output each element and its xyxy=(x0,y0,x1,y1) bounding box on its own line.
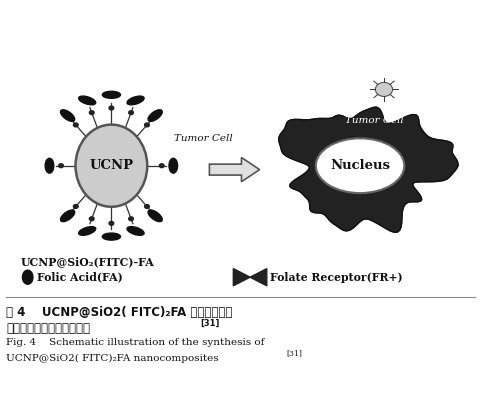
Text: Tumor Cell: Tumor Cell xyxy=(344,116,403,125)
Ellipse shape xyxy=(60,110,74,121)
Ellipse shape xyxy=(168,158,177,173)
Circle shape xyxy=(144,204,149,208)
Ellipse shape xyxy=(148,110,162,121)
Text: UCNP@SiO₂(FITC)-FA: UCNP@SiO₂(FITC)-FA xyxy=(21,256,154,267)
Polygon shape xyxy=(278,107,457,232)
Text: [31]: [31] xyxy=(199,318,219,327)
Circle shape xyxy=(129,217,133,221)
Text: Folic Acid(FA): Folic Acid(FA) xyxy=(37,272,123,283)
Text: Folate Receptor(FR+): Folate Receptor(FR+) xyxy=(270,272,402,283)
Ellipse shape xyxy=(127,96,144,105)
Ellipse shape xyxy=(79,96,96,105)
Polygon shape xyxy=(233,269,250,286)
Ellipse shape xyxy=(60,210,74,222)
Circle shape xyxy=(73,123,78,127)
Text: Tumor Cell: Tumor Cell xyxy=(173,134,232,143)
Circle shape xyxy=(59,164,63,167)
Circle shape xyxy=(374,82,392,97)
Text: 图 4    UCNP@SiO2( FITC)₂FA 结构及其在癌: 图 4 UCNP@SiO2( FITC)₂FA 结构及其在癌 xyxy=(6,306,232,319)
Circle shape xyxy=(109,106,113,110)
Ellipse shape xyxy=(79,227,96,235)
Ellipse shape xyxy=(45,158,54,173)
Circle shape xyxy=(159,164,164,167)
Text: Fig. 4    Schematic illustration of the synthesis of: Fig. 4 Schematic illustration of the syn… xyxy=(6,338,264,347)
Circle shape xyxy=(89,217,94,221)
Ellipse shape xyxy=(315,138,404,193)
Text: UCNP: UCNP xyxy=(89,159,133,172)
Circle shape xyxy=(109,221,113,225)
Text: UCNP@SiO2( FITC)₂FA nanocomposites: UCNP@SiO2( FITC)₂FA nanocomposites xyxy=(6,354,218,363)
Circle shape xyxy=(144,123,149,127)
Ellipse shape xyxy=(102,91,120,98)
Circle shape xyxy=(89,111,94,115)
Ellipse shape xyxy=(148,210,162,222)
Polygon shape xyxy=(250,269,266,286)
Ellipse shape xyxy=(75,125,147,207)
Text: 细胞标记的潜在应用示意图: 细胞标记的潜在应用示意图 xyxy=(6,322,90,335)
Ellipse shape xyxy=(127,227,144,235)
FancyArrow shape xyxy=(209,158,259,182)
Ellipse shape xyxy=(102,233,120,240)
Ellipse shape xyxy=(23,270,33,284)
Circle shape xyxy=(73,204,78,208)
Text: [31]: [31] xyxy=(285,349,301,357)
Circle shape xyxy=(129,111,133,115)
Text: Nucleus: Nucleus xyxy=(329,159,389,172)
